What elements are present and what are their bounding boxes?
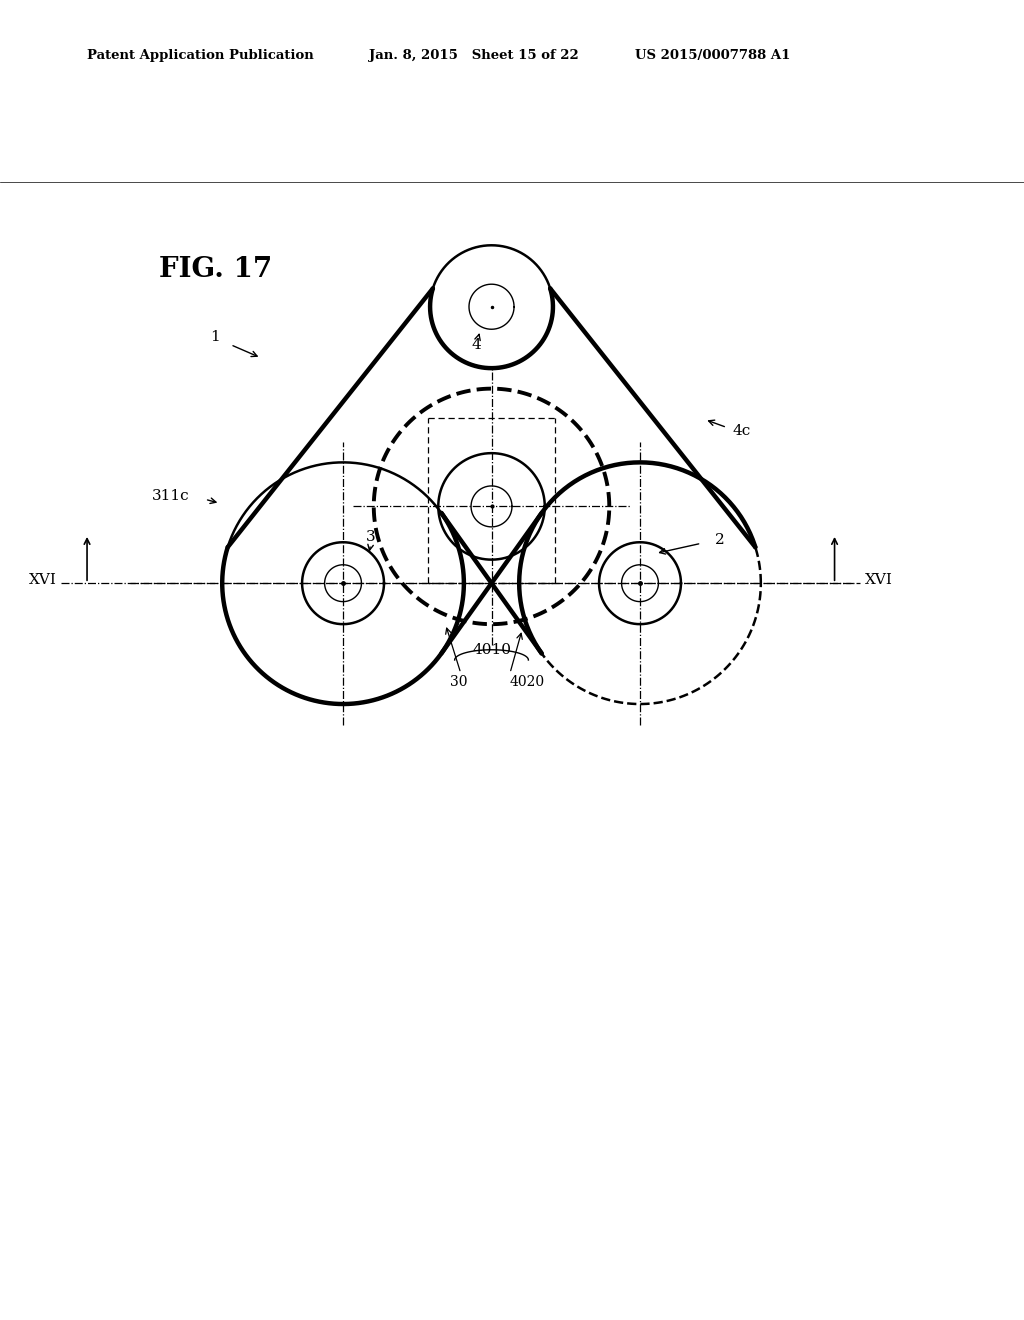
Text: 3: 3 <box>366 531 376 544</box>
Text: 311c: 311c <box>152 490 189 503</box>
Text: 2: 2 <box>715 533 725 548</box>
Text: 4020: 4020 <box>510 676 545 689</box>
Text: US 2015/0007788 A1: US 2015/0007788 A1 <box>635 49 791 62</box>
Text: 30: 30 <box>450 676 468 689</box>
Text: FIG. 17: FIG. 17 <box>159 256 272 282</box>
Text: Jan. 8, 2015   Sheet 15 of 22: Jan. 8, 2015 Sheet 15 of 22 <box>369 49 579 62</box>
Text: 4c: 4c <box>732 424 751 438</box>
Text: 1: 1 <box>210 330 220 345</box>
Text: XVI: XVI <box>29 573 56 587</box>
Text: Patent Application Publication: Patent Application Publication <box>87 49 313 62</box>
Text: XVI: XVI <box>865 573 893 587</box>
Text: 4: 4 <box>471 338 481 351</box>
Text: 4010: 4010 <box>472 643 511 657</box>
